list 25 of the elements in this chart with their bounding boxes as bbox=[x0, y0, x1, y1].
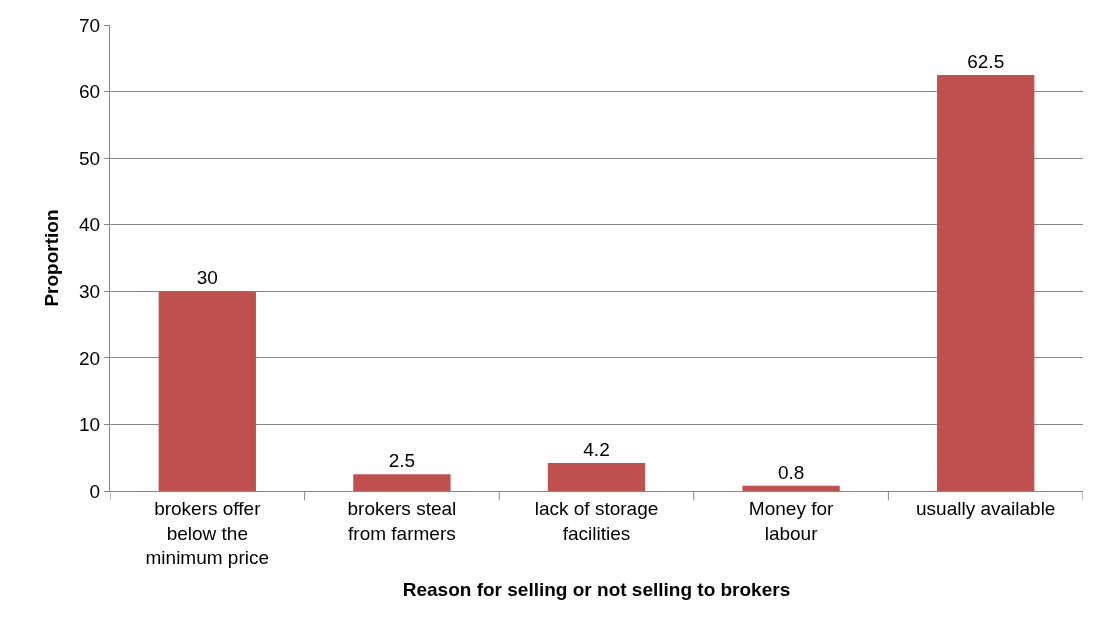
y-tick-label: 40 bbox=[79, 214, 101, 236]
data-label: 30 bbox=[196, 267, 218, 289]
bar bbox=[547, 463, 646, 491]
bar bbox=[353, 474, 451, 491]
data-label: 62.5 bbox=[967, 50, 1005, 72]
x-tick-label: usually available bbox=[915, 497, 1056, 519]
x-tick-label: Money for labour bbox=[748, 497, 835, 544]
y-tick-label: 50 bbox=[79, 147, 101, 169]
y-axis-title: Proportion bbox=[40, 209, 62, 307]
y-tick-label: 10 bbox=[79, 414, 101, 436]
y-tick-label: 20 bbox=[79, 347, 101, 369]
y-tick-label: 30 bbox=[79, 280, 101, 302]
y-tick-label: 70 bbox=[79, 14, 101, 36]
bar bbox=[937, 74, 1035, 491]
y-tick-label: 60 bbox=[79, 81, 101, 103]
bar bbox=[158, 291, 256, 491]
data-label: 4.2 bbox=[583, 439, 610, 461]
data-label: 2.5 bbox=[388, 450, 416, 472]
x-tick-label: brokers steal from farmers bbox=[347, 497, 457, 544]
x-tick-label: lack of storage facilities bbox=[534, 497, 659, 544]
x-tick-label: brokers offer below the minimum price bbox=[145, 497, 270, 569]
x-axis-title: Reason for selling or not selling to brokers bbox=[402, 579, 791, 600]
data-label: 0.8 bbox=[777, 461, 805, 483]
y-tick-label: 0 bbox=[89, 480, 101, 502]
bar bbox=[742, 485, 840, 491]
